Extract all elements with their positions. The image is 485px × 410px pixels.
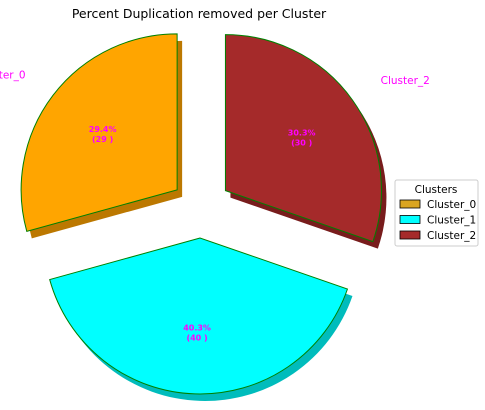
slice-labels: Cluster_029.4%(29 )Cluster_140.3%(40 )Cl…: [0, 69, 430, 343]
slice-label-cluster-0: Cluster_0: [0, 69, 26, 81]
pie-slice-cluster-2: [224, 34, 382, 243]
legend-swatch-cluster-2: [399, 230, 421, 240]
legend-label-cluster-2: Cluster_2: [427, 230, 476, 242]
slice-percent-cluster-0: 29.4%: [89, 125, 117, 134]
slice-count-cluster-1: (40 ): [186, 334, 207, 343]
legend-label-cluster-1: Cluster_1: [427, 215, 476, 227]
slice-percent-cluster-1: 40.3%: [183, 324, 211, 333]
legend-swatch-cluster-1: [399, 215, 421, 224]
slice-label-cluster-2: Cluster_2: [381, 75, 430, 87]
legend-title: Clusters: [415, 184, 458, 196]
slice-percent-cluster-2: 30.3%: [288, 128, 316, 137]
slice-wedges: [20, 33, 382, 395]
slice-count-cluster-0: (29 ): [92, 135, 113, 144]
legend-swatch-cluster-0: [399, 199, 421, 209]
slice-count-cluster-2: (30 ): [291, 138, 312, 147]
legend-label-cluster-0: Cluster_0: [427, 199, 476, 211]
pie-slice-cluster-1: [49, 237, 349, 395]
legend: Clusters Cluster_0 Cluster_1 Cluster_2: [394, 179, 479, 247]
pie-slice-cluster-0: [20, 33, 178, 233]
legend-frame: [394, 179, 479, 247]
chart-title: Percent Duplication removed per Cluster: [72, 6, 327, 21]
